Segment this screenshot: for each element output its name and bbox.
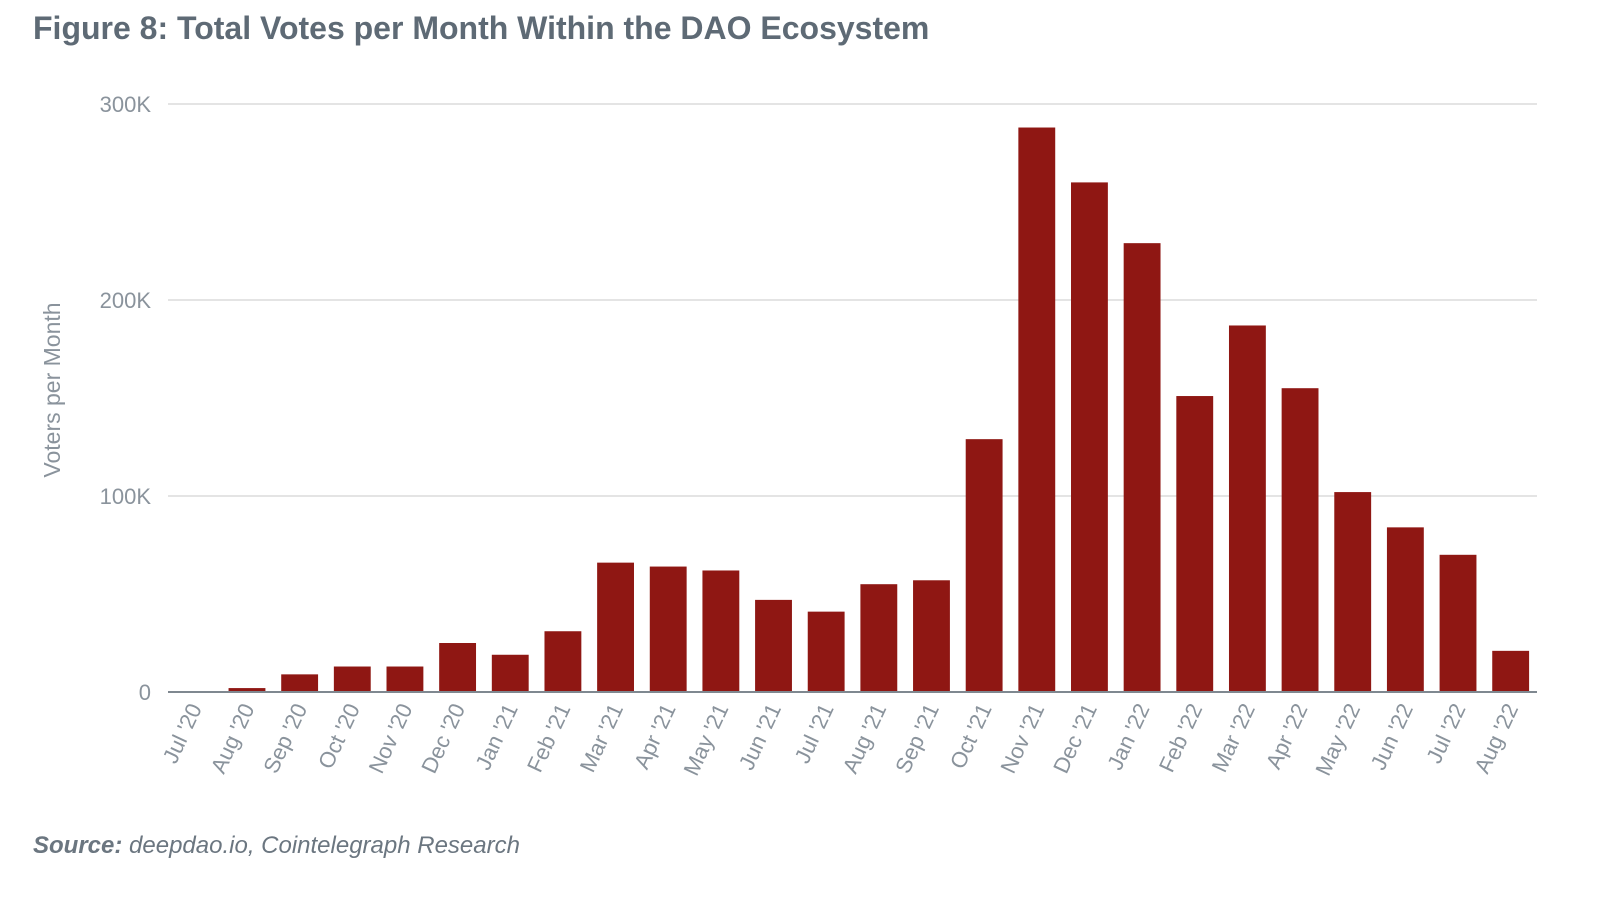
x-tick-label: Jun '21 xyxy=(734,700,786,774)
x-tick-label: Mar '22 xyxy=(1207,700,1260,776)
bar xyxy=(755,600,792,692)
bar xyxy=(439,643,476,692)
x-tick-label: Dec '21 xyxy=(1048,700,1102,778)
y-axis-title: Voters per Month xyxy=(39,302,65,477)
y-tick-label: 100K xyxy=(100,484,152,509)
bar xyxy=(544,631,581,692)
x-tick-label: Aug '21 xyxy=(837,700,891,778)
x-tick-label: May '21 xyxy=(678,700,733,780)
bar xyxy=(334,667,371,692)
y-tick-label: 0 xyxy=(139,680,151,705)
x-tick-label: Jul '21 xyxy=(789,700,838,768)
bar xyxy=(1229,325,1266,692)
bar xyxy=(1492,651,1529,692)
source-note: Source: deepdao.io, Cointelegraph Resear… xyxy=(33,832,520,860)
y-tick-label: 300K xyxy=(100,92,152,117)
x-tick-label: Dec '20 xyxy=(416,700,470,778)
x-tick-label: Nov '20 xyxy=(364,700,418,778)
x-tick-label: Nov '21 xyxy=(995,700,1049,778)
bar xyxy=(913,580,950,692)
bar xyxy=(1440,555,1477,692)
x-tick-label: Sep '20 xyxy=(258,700,312,778)
x-tick-label: Jan '22 xyxy=(1102,700,1154,774)
bar xyxy=(1387,527,1424,692)
x-tick-label: Jun '22 xyxy=(1366,700,1418,774)
bar xyxy=(1071,182,1108,692)
bar xyxy=(860,584,897,692)
x-tick-label: Jan '21 xyxy=(470,700,522,774)
x-tick-label: Feb '22 xyxy=(1154,700,1207,776)
bar xyxy=(1176,396,1213,692)
x-tick-label: Mar '21 xyxy=(575,700,628,776)
x-tick-label: May '22 xyxy=(1310,700,1365,780)
bar-chart: 0100K200K300KVoters per MonthJul '20Aug … xyxy=(0,0,1600,900)
source-label: Source: xyxy=(33,832,122,859)
bar xyxy=(281,674,318,692)
x-tick-label: Oct '20 xyxy=(313,700,365,773)
x-tick-label: Apr '21 xyxy=(629,700,681,773)
bar xyxy=(387,667,424,692)
bar xyxy=(702,570,739,692)
y-tick-label: 200K xyxy=(100,288,152,313)
bar xyxy=(1124,243,1161,692)
x-tick-label: Feb '21 xyxy=(522,700,575,776)
x-tick-label: Aug '20 xyxy=(206,700,260,778)
x-tick-label: Jul '22 xyxy=(1421,700,1470,768)
bar xyxy=(1334,492,1371,692)
bar xyxy=(650,567,687,692)
bar xyxy=(966,439,1003,692)
source-text: deepdao.io, Cointelegraph Research xyxy=(129,832,520,859)
bar xyxy=(492,655,529,692)
x-tick-label: Oct '21 xyxy=(945,700,997,773)
bar xyxy=(808,612,845,692)
x-tick-label: Jul '20 xyxy=(158,700,207,768)
x-tick-label: Sep '21 xyxy=(890,700,944,778)
x-tick-label: Aug '22 xyxy=(1469,700,1523,778)
bar xyxy=(597,563,634,692)
bar xyxy=(1018,128,1055,692)
x-tick-label: Apr '22 xyxy=(1261,700,1313,773)
bar xyxy=(1282,388,1319,692)
